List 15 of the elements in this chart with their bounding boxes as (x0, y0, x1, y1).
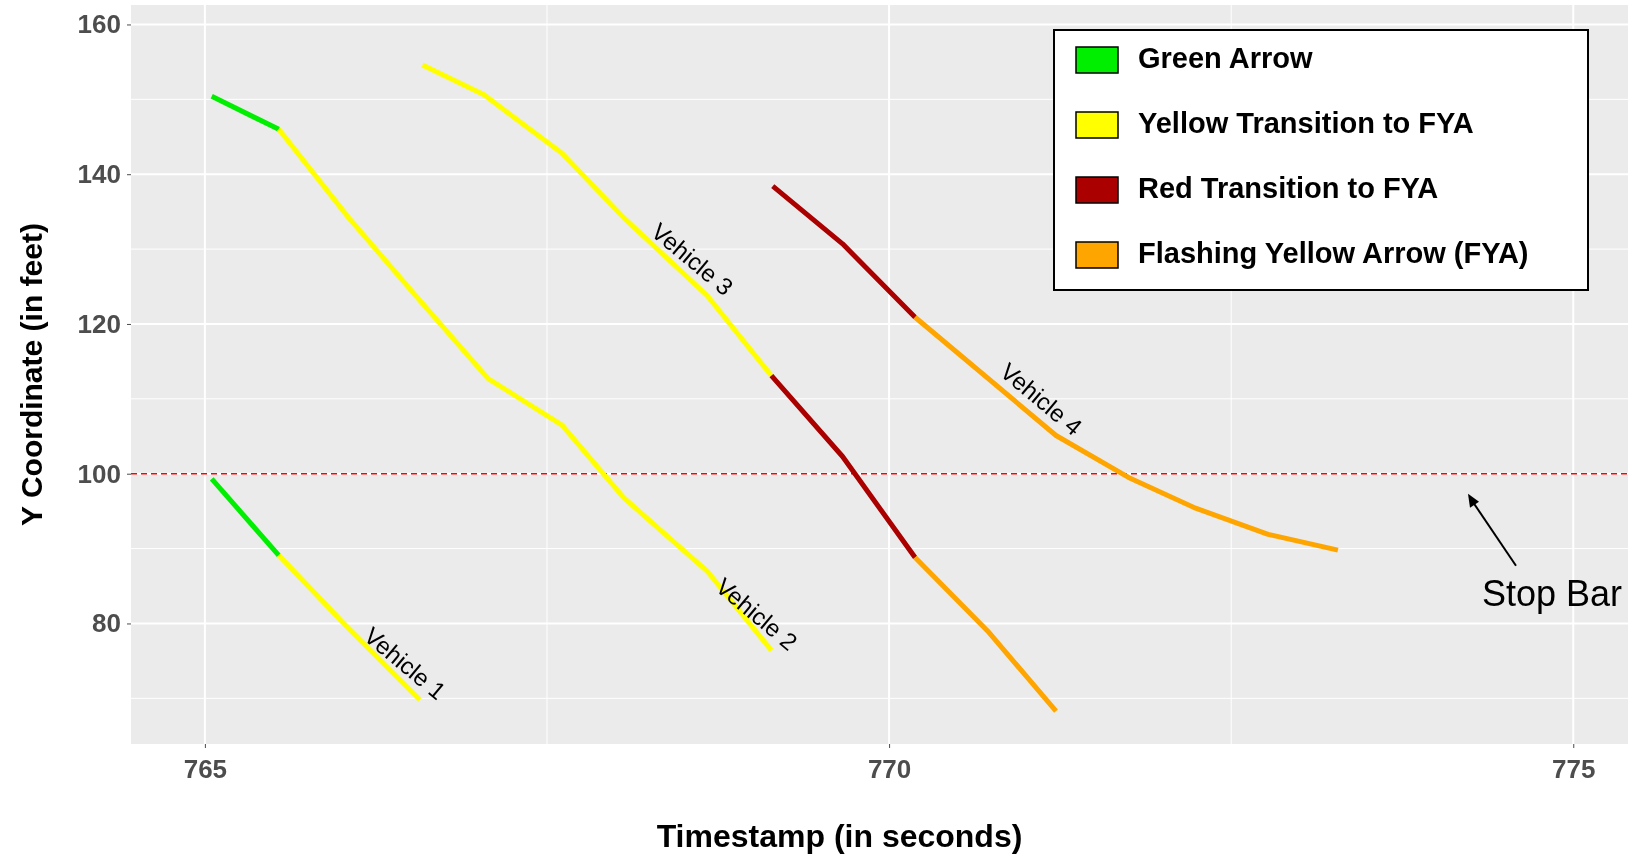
y-tick-label: 100 (77, 458, 121, 489)
legend-label: Green Arrow (1138, 41, 1314, 74)
ref-line-label: Stop Bar (1481, 572, 1622, 614)
y-tick-label: 140 (77, 159, 121, 190)
y-tick-label: 80 (92, 608, 121, 639)
legend-label: Flashing Yellow Arrow (FYA) (1138, 236, 1529, 269)
y-axis-title: Y Coordinate (in feet) (15, 223, 48, 526)
x-tick-label: 770 (867, 754, 912, 785)
x-axis-title: Timestamp (in seconds) (656, 818, 1023, 854)
legend-label: Yellow Transition to FYA (1138, 106, 1474, 139)
y-tick-label: 160 (77, 9, 121, 40)
y-tick-label: 120 (77, 308, 121, 339)
x-tick-label: 765 (183, 754, 228, 785)
legend-label: Red Transition to FYA (1138, 171, 1439, 204)
x-tick-label: 775 (1552, 754, 1596, 785)
